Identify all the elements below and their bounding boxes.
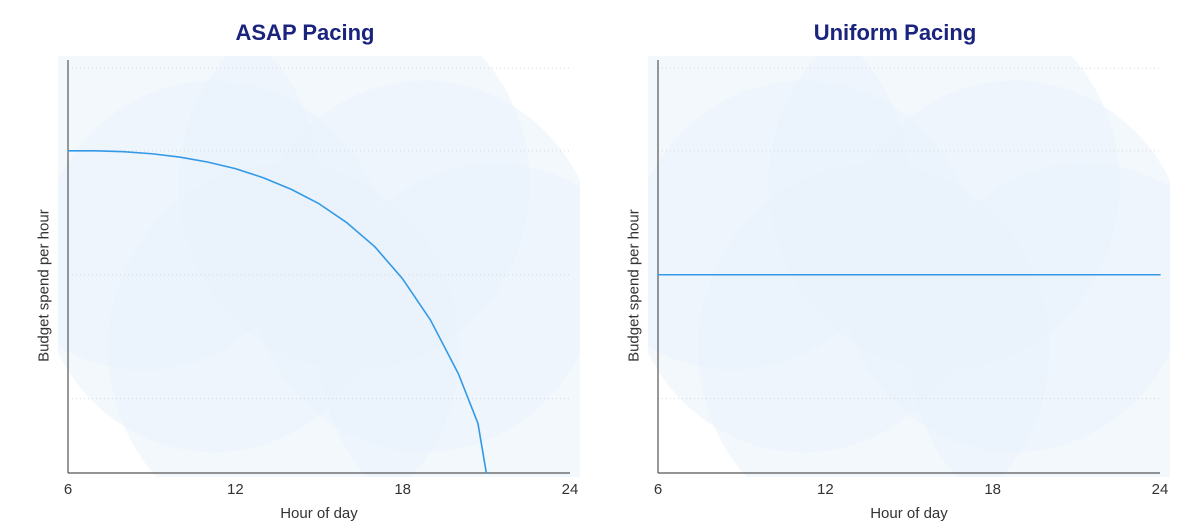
xlabel-asap: Hour of day — [58, 503, 580, 522]
xtick-label: 12 — [227, 481, 244, 498]
plot-svg-asap — [58, 56, 580, 477]
xtick-row-uniform: 6 12 18 24 — [648, 477, 1170, 503]
chart-wrap-asap: Budget spend per hour 6 12 18 24 Hour of da… — [30, 56, 580, 522]
ylabel-uniform: Budget spend per hour — [626, 209, 643, 362]
plot-svg-uniform — [648, 56, 1170, 477]
panel-uniform: Uniform Pacing Budget spend per hour 6 12… — [620, 20, 1170, 522]
ylabel-asap: Budget spend per hour — [36, 209, 53, 362]
xlabel-uniform: Hour of day — [648, 503, 1170, 522]
panel-asap: ASAP Pacing Budget spend per hour 6 12 18 2… — [30, 20, 580, 522]
plot-area-uniform — [648, 56, 1170, 477]
xtick-label: 6 — [64, 481, 72, 498]
xtick-label: 24 — [562, 481, 579, 498]
xtick-label: 18 — [984, 481, 1001, 498]
xtick-label: 24 — [1152, 481, 1169, 498]
panel-title-asap: ASAP Pacing — [30, 20, 580, 46]
xtick-label: 12 — [817, 481, 834, 498]
panel-title-uniform: Uniform Pacing — [620, 20, 1170, 46]
xtick-label: 6 — [654, 481, 662, 498]
xtick-row-asap: 6 12 18 24 — [58, 477, 580, 503]
plot-area-asap — [58, 56, 580, 477]
chart-wrap-uniform: Budget spend per hour 6 12 18 24 Hour of da… — [620, 56, 1170, 522]
xtick-label: 18 — [394, 481, 411, 498]
